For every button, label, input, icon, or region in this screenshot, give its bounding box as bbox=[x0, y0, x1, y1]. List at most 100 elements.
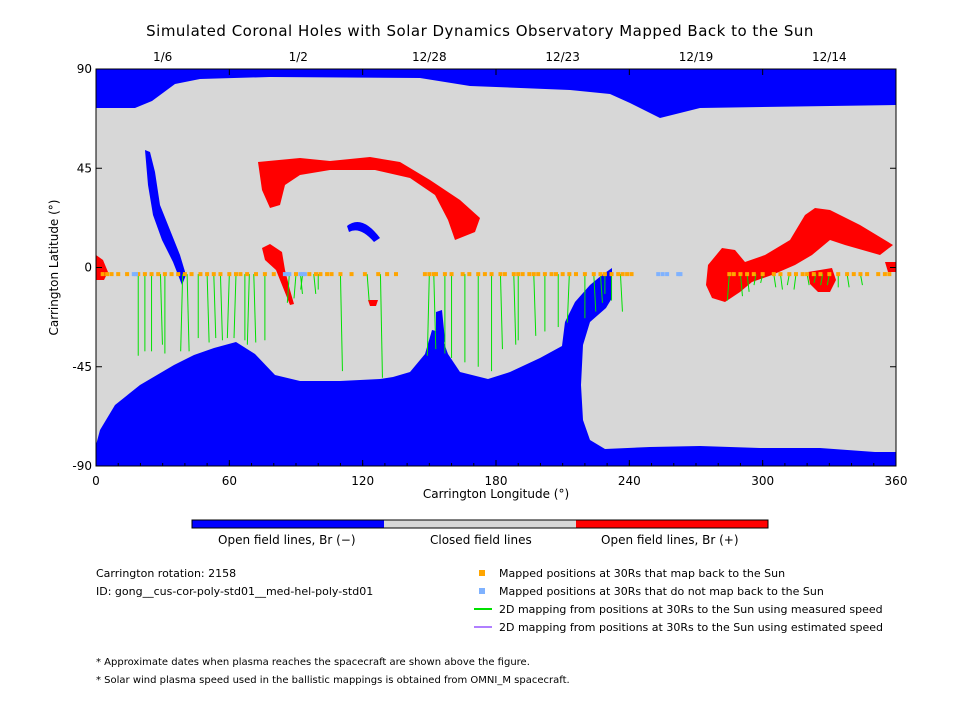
mapped-point bbox=[805, 272, 810, 277]
mapped-point bbox=[142, 272, 147, 277]
mapped-point bbox=[527, 272, 532, 277]
legend-square-swatch bbox=[479, 588, 485, 594]
mapped-point bbox=[162, 272, 167, 277]
mapping-line bbox=[566, 274, 570, 323]
legend-label: Mapped positions at 30Rs that map back t… bbox=[499, 567, 786, 580]
mapped-point bbox=[376, 272, 381, 277]
x-tick-label: 120 bbox=[351, 474, 374, 488]
mapped-point bbox=[156, 272, 161, 277]
mapped-point bbox=[554, 272, 558, 277]
mapped-point bbox=[116, 272, 121, 277]
x-axis-label: Carrington Longitude (°) bbox=[423, 487, 569, 501]
unmapped-point bbox=[285, 272, 290, 277]
top-date-label: 1/2 bbox=[289, 50, 308, 64]
mapping-line bbox=[599, 274, 603, 303]
top-date-label: 12/28 bbox=[412, 50, 447, 64]
unmapped-point bbox=[131, 272, 136, 277]
mapped-point bbox=[182, 272, 187, 277]
mapped-point bbox=[385, 272, 390, 277]
colorbar-label-closed: Closed field lines bbox=[430, 533, 532, 547]
colorbar-label-negative: Open field lines, Br (−) bbox=[218, 533, 356, 547]
mapped-point bbox=[467, 272, 472, 277]
unmapped-point bbox=[300, 272, 305, 277]
mapped-point bbox=[198, 272, 203, 277]
mapped-point bbox=[771, 272, 776, 277]
mapped-point bbox=[218, 272, 223, 277]
mapping-line bbox=[313, 274, 317, 295]
mapped-point bbox=[778, 272, 783, 277]
mapped-point bbox=[482, 272, 487, 277]
mapped-point bbox=[536, 272, 541, 277]
mapped-point bbox=[314, 272, 318, 277]
mapping-line bbox=[213, 274, 217, 339]
mapping-line bbox=[226, 274, 230, 339]
mapped-point bbox=[542, 272, 547, 277]
mapped-point bbox=[100, 272, 105, 277]
open-positive-east bbox=[706, 208, 893, 302]
x-tick-label: 60 bbox=[222, 474, 237, 488]
mapped-point bbox=[787, 272, 792, 277]
mapping-line bbox=[206, 274, 210, 343]
mapped-point bbox=[531, 272, 536, 277]
mapped-point bbox=[629, 272, 634, 277]
mapped-point bbox=[865, 272, 870, 277]
mapped-point bbox=[489, 272, 494, 277]
mapped-point bbox=[794, 272, 798, 277]
note-dates: * Approximate dates when plasma reaches … bbox=[96, 657, 530, 668]
mapped-point bbox=[800, 272, 805, 277]
mapping-line bbox=[426, 274, 430, 356]
chart-title: Simulated Coronal Holes with Solar Dynam… bbox=[146, 22, 814, 40]
mapping-line bbox=[180, 274, 184, 352]
mapped-point bbox=[422, 272, 427, 277]
mapped-point bbox=[602, 272, 607, 277]
mapped-point bbox=[591, 272, 596, 277]
mapped-point bbox=[560, 272, 565, 277]
top-date-label: 12/19 bbox=[679, 50, 714, 64]
mapped-point bbox=[502, 272, 507, 277]
mapped-point bbox=[845, 272, 850, 277]
x-tick-label: 300 bbox=[751, 474, 774, 488]
mapping-line bbox=[433, 274, 437, 350]
legend-line-swatch bbox=[474, 626, 492, 628]
mapped-point bbox=[176, 272, 181, 277]
mapped-point bbox=[516, 272, 521, 277]
mapped-point bbox=[598, 272, 603, 277]
legend-line-swatch bbox=[474, 608, 492, 610]
colorbar-frame bbox=[191, 519, 769, 529]
y-axis-label: Carrington Latitude (°) bbox=[47, 200, 61, 336]
mapped-point bbox=[427, 272, 432, 277]
top-date-label: 12/14 bbox=[812, 50, 847, 64]
mapped-point bbox=[731, 272, 736, 277]
mapped-point bbox=[149, 272, 154, 277]
top-date-label: 1/6 bbox=[153, 50, 172, 64]
y-tick-label: -45 bbox=[72, 360, 92, 374]
mapped-point bbox=[227, 272, 232, 277]
mapped-point bbox=[307, 272, 312, 277]
mapped-point bbox=[511, 272, 516, 277]
axes: 0 60 120 180 240 300 360 90 45 0 -45 -90 Carrington … bbox=[47, 50, 907, 501]
mapped-point bbox=[887, 272, 892, 277]
carrington-rotation: Carrington rotation: 2158 bbox=[96, 567, 237, 580]
mapping-line bbox=[219, 274, 223, 341]
mapping-line bbox=[246, 274, 250, 345]
mapped-point bbox=[125, 272, 130, 277]
x-tick-label: 0 bbox=[92, 474, 100, 488]
mapped-point bbox=[818, 272, 823, 277]
mapped-point bbox=[882, 272, 887, 277]
unmapped-point bbox=[282, 272, 287, 277]
mapped-point bbox=[294, 272, 298, 277]
x-tick-label: 180 bbox=[485, 474, 508, 488]
mapped-point bbox=[760, 272, 765, 277]
legend-label: 2D mapping from positions at 30Rs to the… bbox=[499, 621, 884, 634]
mapped-point bbox=[105, 272, 110, 277]
mapped-point bbox=[460, 272, 465, 277]
unmapped-point bbox=[678, 272, 683, 277]
open-positive-dot bbox=[368, 300, 378, 306]
unmapped-point bbox=[298, 272, 303, 277]
mapped-point bbox=[567, 272, 572, 277]
mapped-point bbox=[254, 272, 258, 277]
unmapped-point bbox=[676, 272, 681, 277]
mapped-point bbox=[609, 272, 614, 277]
mapping-line bbox=[159, 274, 163, 345]
mapped-point bbox=[109, 272, 114, 277]
